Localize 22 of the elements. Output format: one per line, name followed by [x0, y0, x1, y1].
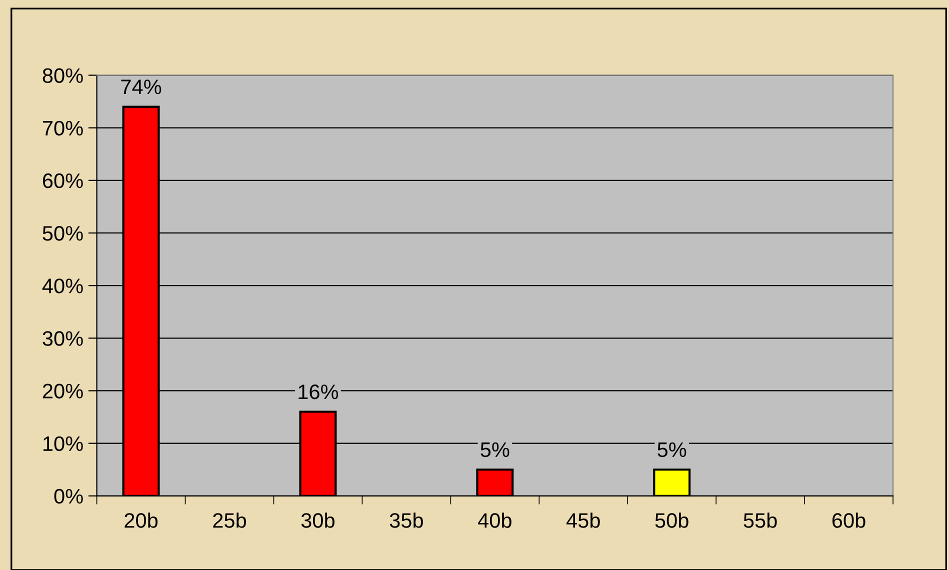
y-tick-label: 30% — [42, 331, 83, 346]
x-tick-label: 45b — [566, 512, 600, 528]
y-tick-label: 10% — [43, 436, 83, 452]
y-tick-label: 80% — [42, 68, 83, 83]
x-tick-label: 30b — [301, 512, 334, 528]
data-label: 16% — [298, 384, 338, 400]
x-tick-label: 55b — [744, 512, 777, 528]
y-tick-label: 40% — [42, 278, 83, 294]
y-tick-label: 50% — [42, 226, 83, 241]
y-tick-label: 60% — [42, 173, 83, 188]
data-label: 5% — [480, 442, 510, 458]
x-tick-label: 25b — [213, 512, 246, 528]
x-tick-label: 40b — [478, 512, 512, 528]
x-tick-label: 20b — [124, 512, 158, 528]
x-tick-label: 35b — [390, 512, 423, 528]
data-label: 5% — [658, 442, 686, 458]
x-tick-label: 60b — [832, 512, 866, 528]
data-label: 74% — [121, 80, 162, 94]
y-tick-label: 0% — [54, 488, 83, 504]
y-tick-label: 20% — [42, 384, 83, 398]
x-tick-label: 50b — [655, 512, 688, 528]
y-tick-label: 70% — [42, 120, 83, 136]
